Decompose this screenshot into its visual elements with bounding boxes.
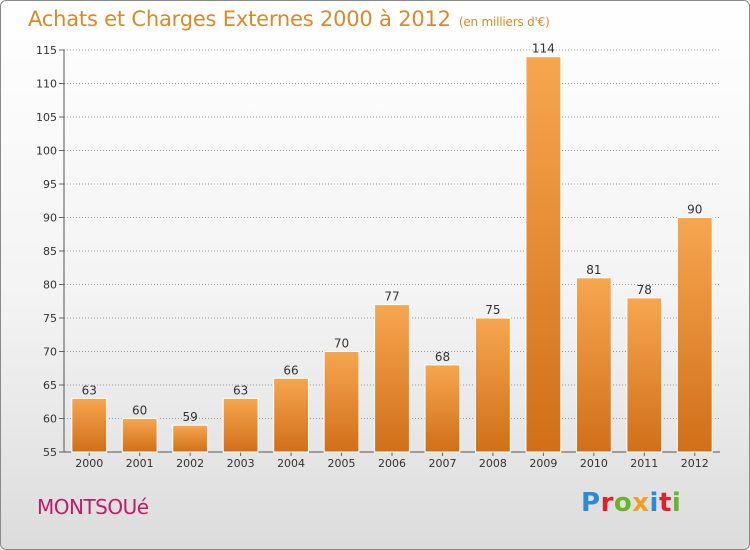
x-tick-label-2011: 2011 [630, 457, 658, 470]
value-label-2010: 81 [586, 263, 601, 277]
y-tick-label-75: 75 [43, 312, 57, 325]
logo-letter-3: x [632, 488, 650, 518]
x-tick-label-2004: 2004 [277, 457, 305, 470]
chart-subtitle: (en milliers d'€) [458, 15, 550, 29]
bar-2011 [626, 297, 663, 453]
x-tick-label-2003: 2003 [227, 457, 255, 470]
bar-2010 [575, 277, 612, 453]
x-tick-label-2012: 2012 [681, 457, 709, 470]
logo-letter-0: P [581, 488, 601, 518]
x-tick-label-2005: 2005 [328, 457, 356, 470]
y-tick-label-55: 55 [43, 446, 57, 459]
proxiti-logo: Proxiti [581, 488, 681, 518]
bar-2002 [172, 424, 209, 453]
value-label-2007: 68 [435, 350, 450, 364]
y-tick-label-115: 115 [36, 44, 57, 57]
value-label-2005: 70 [334, 337, 349, 351]
labels: 63 2000 60 2001 59 2002 63 2003 66 2004 70 2005 77 20… [75, 42, 709, 470]
chart-title: Achats et Charges Externes 2000 à 2012 (e… [28, 7, 550, 31]
bars [71, 56, 713, 453]
logo-letter-4: i [649, 488, 659, 518]
value-label-2011: 78 [637, 283, 652, 297]
value-label-2003: 63 [233, 383, 248, 397]
y-tick-label-85: 85 [43, 245, 57, 258]
x-tick-label-2000: 2000 [75, 457, 103, 470]
chart-title-text: Achats et Charges Externes 2000 à 2012 [28, 7, 451, 31]
x-tick-label-2009: 2009 [529, 457, 557, 470]
bar-2009 [525, 56, 562, 453]
y-tick-label-60: 60 [43, 413, 57, 426]
x-tick-label-2007: 2007 [428, 457, 456, 470]
x-tick-label-2010: 2010 [580, 457, 608, 470]
bar-2007 [424, 364, 461, 453]
x-tick-label-2001: 2001 [126, 457, 154, 470]
x-tick-label-2008: 2008 [479, 457, 507, 470]
logo-letter-6: i [671, 488, 682, 518]
logo-letter-1: r [600, 488, 614, 518]
y-tick-label-65: 65 [43, 379, 57, 392]
y-tick-label-95: 95 [43, 178, 57, 191]
bar-2001 [121, 418, 158, 453]
bar-2003 [222, 397, 259, 453]
value-label-2009: 114 [532, 42, 555, 56]
y-tick-label-110: 110 [36, 78, 57, 91]
value-label-2008: 75 [485, 303, 500, 317]
value-label-2012: 90 [687, 203, 702, 217]
value-label-2001: 60 [132, 404, 147, 418]
y-tick-label-80: 80 [43, 279, 57, 292]
logo-letter-2: o [613, 488, 633, 518]
y-tick-label-90: 90 [43, 212, 57, 225]
bar-2006 [374, 304, 410, 453]
bar-2000 [71, 397, 108, 453]
logo-letter-5: t [658, 488, 672, 518]
x-tick-label-2006: 2006 [378, 457, 406, 470]
x-tick-label-2002: 2002 [176, 457, 204, 470]
y-tick-label-70: 70 [43, 346, 57, 359]
bar-2008 [475, 317, 511, 453]
y-tick-label-105: 105 [36, 111, 57, 124]
bar-2005 [323, 351, 360, 453]
value-label-2006: 77 [384, 290, 399, 304]
y-tick-label-100: 100 [36, 145, 57, 158]
value-label-2000: 63 [82, 383, 97, 397]
bar-2012 [676, 217, 713, 453]
bar-2004 [273, 377, 309, 453]
commune-name: MONTSOUé [37, 495, 149, 519]
value-label-2004: 66 [283, 363, 298, 377]
value-label-2002: 59 [183, 410, 198, 424]
